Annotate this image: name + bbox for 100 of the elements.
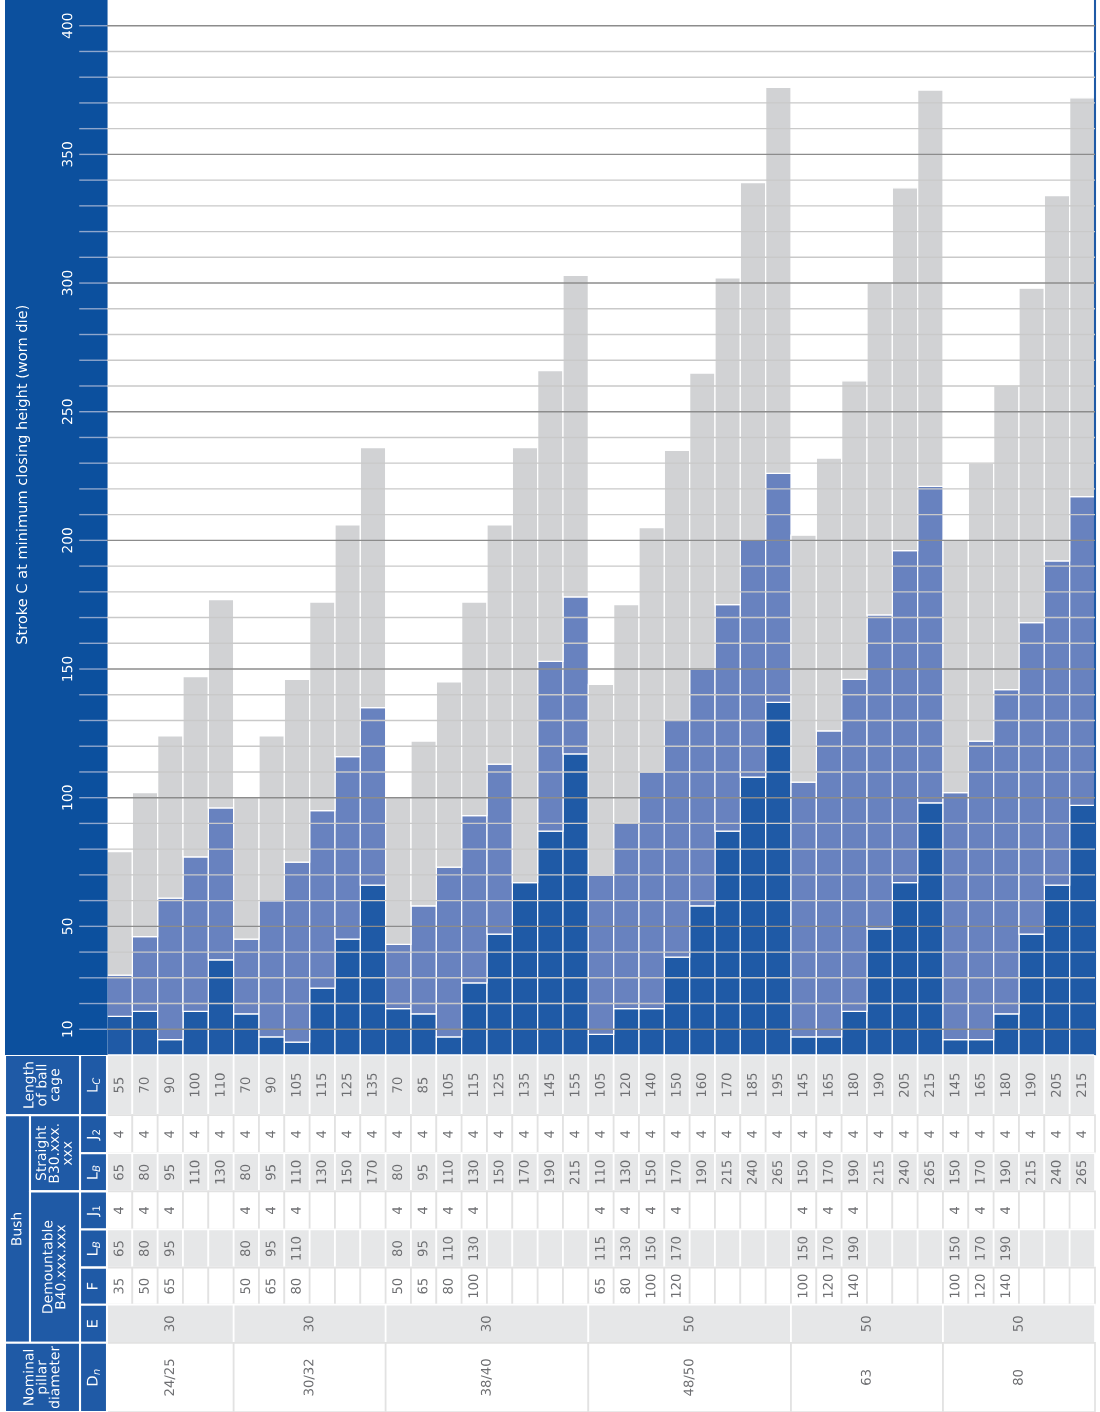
- text: 130: [620, 1236, 631, 1260]
- text: 4: [291, 1206, 301, 1214]
- text: 135: [366, 1073, 377, 1097]
- y-tick-label: 10: [61, 1021, 73, 1037]
- text: 115: [316, 1073, 327, 1097]
- text: 190: [1025, 1073, 1036, 1097]
- text: 170: [974, 1160, 985, 1184]
- text: 95: [164, 1165, 175, 1180]
- text: 215: [924, 1073, 935, 1097]
- text: 4: [265, 1130, 276, 1138]
- text: 120: [974, 1274, 985, 1298]
- text: 4: [975, 1130, 985, 1138]
- text: 180: [848, 1073, 859, 1097]
- text: 80: [240, 1241, 251, 1257]
- text: 170: [974, 1236, 985, 1260]
- text: 4: [189, 1130, 200, 1138]
- text: 95: [265, 1241, 276, 1257]
- text: Demountable B40.xxx.xxx: [41, 1220, 66, 1313]
- text: 4: [797, 1206, 808, 1214]
- y-tick-label: 250: [61, 399, 73, 424]
- text: 100: [645, 1274, 656, 1298]
- text: 4: [569, 1130, 580, 1138]
- text: 4: [1076, 1130, 1086, 1138]
- text: 115: [468, 1073, 479, 1097]
- text: 80: [290, 1278, 301, 1294]
- text: 100: [949, 1274, 960, 1298]
- text: 4: [721, 1130, 732, 1138]
- text: 4: [1000, 1130, 1010, 1138]
- text: 65: [113, 1165, 124, 1180]
- y-tick-label: 300: [61, 270, 73, 296]
- text: 4: [392, 1130, 402, 1138]
- text: 130: [620, 1160, 631, 1184]
- text: 165: [822, 1073, 833, 1097]
- text: 4: [544, 1130, 554, 1138]
- text: 95: [164, 1241, 175, 1257]
- text: 105: [442, 1073, 453, 1097]
- text: 4: [443, 1206, 453, 1214]
- text: 145: [544, 1073, 555, 1097]
- text: 120: [620, 1073, 631, 1097]
- text: 80: [442, 1278, 453, 1294]
- text: 4: [772, 1130, 782, 1138]
- y-tick-label: 150: [61, 656, 73, 681]
- text: 30/32: [303, 1359, 315, 1396]
- text: 4: [392, 1206, 402, 1214]
- text: 170: [822, 1236, 833, 1260]
- text: 110: [290, 1160, 301, 1184]
- text: 95: [417, 1241, 428, 1257]
- text: 50: [683, 1316, 694, 1332]
- text: 63: [860, 1370, 871, 1385]
- text: 4: [696, 1130, 706, 1138]
- text: Length of ball cage: [22, 1062, 63, 1108]
- text: 90: [164, 1077, 175, 1093]
- text: 4: [595, 1206, 605, 1214]
- text: 4: [848, 1130, 858, 1138]
- text: 170: [366, 1160, 377, 1184]
- text: 4: [645, 1130, 656, 1138]
- text: 4: [747, 1130, 757, 1138]
- text: 265: [772, 1160, 783, 1184]
- text: 110: [214, 1073, 225, 1097]
- text: 100: [468, 1274, 479, 1298]
- text: 4: [848, 1206, 858, 1214]
- text: 4: [265, 1206, 276, 1214]
- text: 215: [721, 1160, 732, 1184]
- text: 4: [899, 1130, 909, 1138]
- text: 4: [468, 1130, 478, 1138]
- text: 195: [772, 1073, 783, 1097]
- text: 150: [341, 1160, 352, 1184]
- text: 265: [1076, 1160, 1087, 1184]
- text: 205: [1050, 1073, 1061, 1097]
- text: 4: [873, 1130, 884, 1138]
- text: 4: [519, 1130, 529, 1138]
- text: 4: [240, 1130, 250, 1138]
- text: 48/50: [683, 1359, 695, 1396]
- text: 4: [645, 1206, 656, 1214]
- text: 50: [1012, 1316, 1023, 1332]
- text: 4: [215, 1130, 225, 1138]
- text: 4: [139, 1206, 149, 1214]
- text: 30: [164, 1316, 175, 1332]
- text: 125: [493, 1073, 504, 1097]
- text: 150: [949, 1236, 960, 1260]
- text: 70: [392, 1077, 403, 1093]
- text: 150: [645, 1236, 656, 1260]
- text: 240: [746, 1160, 757, 1184]
- text: 180: [1000, 1073, 1011, 1097]
- text: 4: [164, 1206, 174, 1214]
- text: 4: [417, 1206, 428, 1214]
- category-label: F: [86, 1282, 98, 1289]
- text: 110: [594, 1160, 605, 1184]
- text: 4: [468, 1206, 478, 1214]
- text: 130: [316, 1160, 327, 1184]
- text: 190: [696, 1160, 707, 1184]
- category-label: E: [86, 1320, 98, 1327]
- text: 80: [392, 1241, 403, 1257]
- text: 80: [392, 1164, 403, 1180]
- text: 4: [341, 1130, 352, 1138]
- text: 150: [493, 1160, 504, 1184]
- text: 4: [291, 1130, 301, 1138]
- text: 190: [544, 1160, 555, 1184]
- text: 50: [392, 1278, 403, 1294]
- text: 170: [822, 1160, 833, 1184]
